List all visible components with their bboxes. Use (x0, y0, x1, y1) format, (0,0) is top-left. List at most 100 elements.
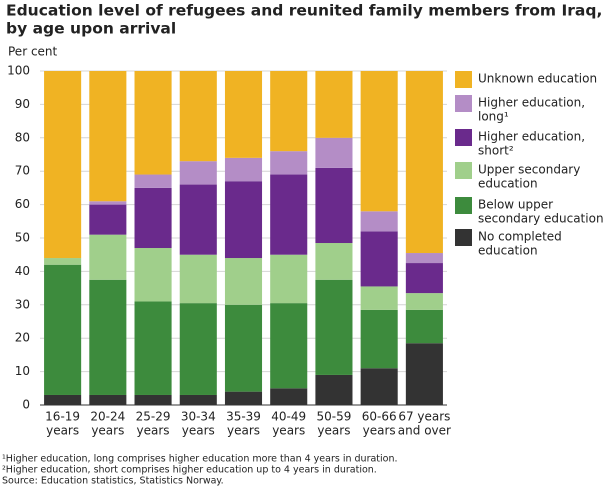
x-tick-label: 25-29 (136, 410, 171, 424)
bar-segment (270, 71, 308, 152)
chart-title: by age upon arrival (6, 20, 176, 38)
bar-segment (360, 368, 398, 405)
bar-segment (315, 374, 353, 405)
bar-segment (179, 184, 217, 255)
y-tick-label: 20 (15, 331, 30, 345)
bar-segment (224, 71, 263, 158)
bar-segment (270, 303, 308, 389)
legend-label: secondary education (478, 212, 604, 226)
bar-segment (405, 263, 443, 294)
bar-segment (224, 181, 263, 259)
x-tick-label: 40-49 (271, 410, 306, 424)
x-tick-label: and over (398, 424, 451, 438)
x-tick-label: 20-24 (90, 410, 125, 424)
legend-swatch (455, 95, 472, 112)
x-tick-label: years (182, 424, 215, 438)
legend-label: Below upper (478, 198, 553, 212)
y-tick-label: 30 (15, 297, 30, 311)
y-tick-label: 40 (15, 264, 30, 278)
bar-segment (270, 388, 308, 405)
bar-segment (89, 234, 127, 280)
legend-swatch (455, 197, 472, 214)
bar-segment (89, 279, 127, 395)
footnote: ¹Higher education, long comprises higher… (2, 454, 398, 465)
bar-segment (360, 211, 398, 232)
bar-segment (44, 258, 82, 265)
bar-segment (89, 201, 127, 205)
legend-swatch (455, 71, 472, 88)
bar-segment (224, 157, 263, 182)
bar-segment (270, 174, 308, 255)
y-tick-label: 70 (15, 164, 30, 178)
legend-label: long¹ (478, 110, 509, 124)
legend-label: Higher education, (478, 96, 585, 110)
bar-segment (89, 394, 127, 405)
bar-segment (405, 293, 443, 310)
legend-swatch (455, 162, 472, 179)
bar-segment (44, 264, 82, 395)
x-tick-label: 50-59 (317, 410, 352, 424)
bar-segment (134, 394, 172, 405)
bar-segment (44, 394, 82, 405)
bar-segment (405, 71, 443, 254)
legend-label: education (478, 177, 538, 191)
x-tick-label: years (137, 424, 170, 438)
y-tick-label: 100 (7, 64, 30, 78)
bar-segment (179, 71, 217, 162)
bar-segment (315, 71, 353, 138)
bar-segment (315, 167, 353, 244)
bar-segment (179, 161, 217, 185)
chart-title: Education level of refugees and reunited… (6, 2, 602, 20)
bar-segment (360, 71, 398, 212)
bar-segment (89, 71, 127, 202)
x-tick-label: years (363, 424, 396, 438)
x-tick-label: 16-19 (45, 410, 80, 424)
y-tick-label: 60 (15, 197, 30, 211)
bar-segment (360, 286, 398, 310)
y-tick-label: 10 (15, 364, 30, 378)
bar-segment (360, 231, 398, 287)
bar-segment (224, 304, 263, 392)
legend-label: Upper secondary (478, 163, 580, 177)
y-tick-label: 50 (15, 231, 30, 245)
bar-segment (89, 204, 127, 235)
legend-swatch (455, 229, 472, 246)
bar-segment (179, 303, 217, 395)
bar-segment (44, 71, 82, 259)
legend-label: No completed (478, 230, 562, 244)
x-tick-label: years (272, 424, 305, 438)
bar-segment (134, 71, 172, 175)
bar-segment (134, 248, 172, 302)
bar-segment (360, 309, 398, 369)
bar-segment (405, 343, 443, 405)
legend-label: short² (478, 144, 514, 158)
legend-label: education (478, 244, 538, 258)
y-tick-label: 80 (15, 130, 30, 144)
bar-segment (405, 309, 443, 344)
bar-segment (179, 254, 217, 304)
x-tick-label: 30-34 (181, 410, 216, 424)
bar-segment (179, 394, 217, 405)
bar-segment (315, 279, 353, 375)
x-tick-label: 35-39 (226, 410, 261, 424)
bar-segment (224, 258, 263, 305)
y-tick-label: 90 (15, 97, 30, 111)
legend-swatch (455, 129, 472, 146)
bar-segment (134, 174, 172, 188)
x-tick-label: 60-66 (362, 410, 397, 424)
bar-segment (134, 301, 172, 395)
y-tick-label: 0 (22, 398, 30, 412)
legend-label: Unknown education (478, 72, 597, 86)
bar-segment (315, 137, 353, 168)
x-tick-label: years (46, 424, 79, 438)
x-tick-label: years (317, 424, 350, 438)
x-tick-label: 67 years (398, 410, 450, 424)
bar-segment (270, 151, 308, 175)
source: Source: Education statistics, Statistics… (2, 476, 224, 487)
bar-segment (270, 254, 308, 304)
x-tick-label: years (227, 424, 260, 438)
footnote: ²Higher education, short comprises highe… (2, 465, 377, 476)
bar-segment (224, 391, 263, 405)
y-axis-label: Per cent (8, 45, 58, 59)
